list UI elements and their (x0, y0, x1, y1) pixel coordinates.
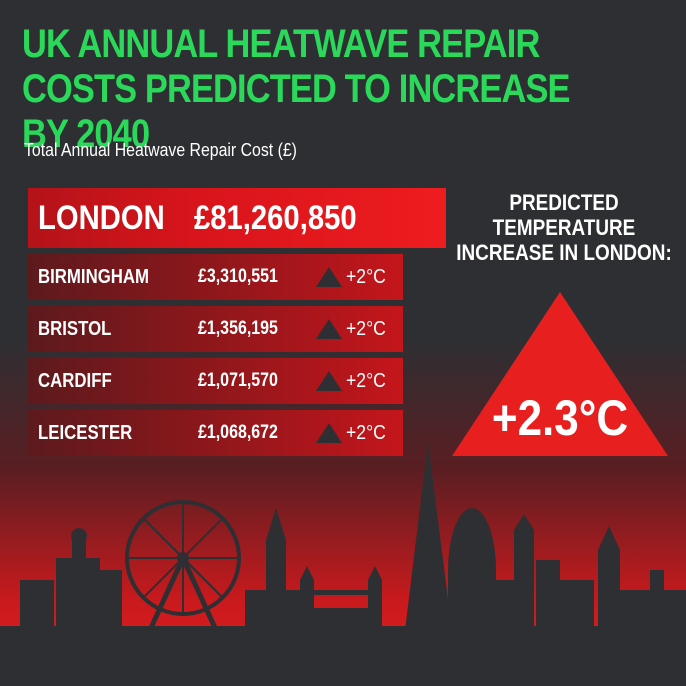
city-label: CARDIFF (38, 369, 112, 392)
cost-value: £1,071,570 (198, 370, 278, 391)
increase-value: +2°C (346, 421, 386, 444)
cost-value: £81,260,850 (194, 198, 357, 237)
triangle-up-icon (316, 267, 342, 287)
london-skyline-illustration (0, 442, 686, 686)
page-title: UK ANNUAL HEATWAVE REPAIR COSTS PREDICTE… (22, 22, 571, 156)
table-row-london: LONDON £81,260,850 (28, 188, 446, 248)
city-label: LEICESTER (38, 421, 133, 444)
prediction-value: +2.3°C (491, 390, 629, 446)
cost-value: £1,356,195 (198, 318, 278, 339)
triangle-up-icon (316, 423, 342, 443)
temperature-increase: +2°C (316, 306, 391, 352)
temperature-increase: +2°C (316, 410, 391, 456)
table-row-leicester: LEICESTER £1,068,672 +2°C (28, 410, 403, 456)
prediction-label: PREDICTED TEMPERATURE INCREASE IN LONDON… (456, 190, 672, 265)
increase-value: +2°C (346, 317, 386, 340)
city-label: LONDON (38, 198, 165, 237)
triangle-up-icon (316, 371, 342, 391)
chart-subtitle: Total Annual Heatwave Repair Cost (£) (24, 140, 297, 160)
table-row-bristol: BRISTOL £1,356,195 +2°C (28, 306, 403, 352)
city-label: BRISTOL (38, 317, 112, 340)
big-triangle-icon (452, 292, 668, 456)
increase-value: +2°C (346, 369, 386, 392)
cost-value: £1,068,672 (198, 422, 278, 443)
city-label: BIRMINGHAM (38, 265, 150, 288)
temperature-increase: +2°C (316, 358, 391, 404)
cost-value: £3,310,551 (198, 266, 278, 287)
triangle-up-icon (316, 319, 342, 339)
temperature-increase: +2°C (316, 254, 391, 300)
increase-value: +2°C (346, 265, 386, 288)
table-row-cardiff: CARDIFF £1,071,570 +2°C (28, 358, 403, 404)
table-row-birmingham: BIRMINGHAM £3,310,551 +2°C (28, 254, 403, 300)
